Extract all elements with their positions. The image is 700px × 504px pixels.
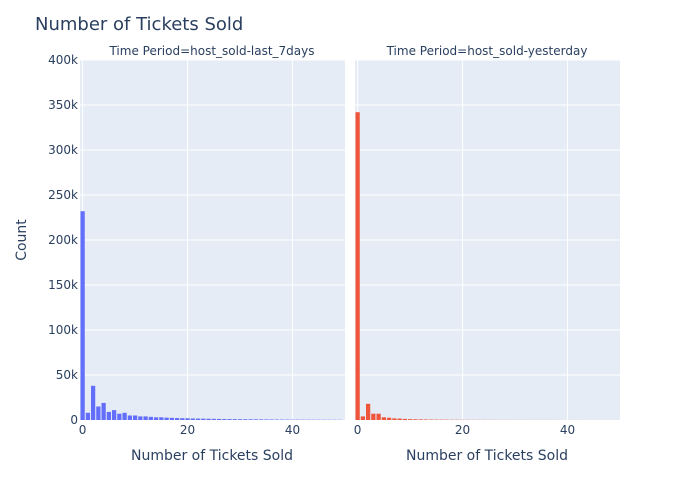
histogram-bar [96,407,100,421]
histogram-bar [366,404,370,420]
histogram-bar [185,418,189,420]
histogram-bar [138,416,142,420]
histogram-bar [180,418,184,420]
histogram-bar [222,419,226,420]
x-tick-label: 0 [79,423,87,437]
y-tick-label: 150k [48,278,78,292]
y-tick-label: 300k [48,143,78,157]
x-tick-label: 40 [560,423,575,437]
y-tick-label: 400k [48,53,78,67]
histogram-bar [112,410,116,420]
histogram-bar [91,386,95,420]
histogram-bar [356,112,360,420]
histogram-bar [248,419,252,420]
histogram-bar [238,419,242,420]
y-tick-label: 200k [48,233,78,247]
x-tick-label: 40 [285,423,300,437]
histogram-bar [269,419,273,420]
y-tick-label: 100k [48,323,78,337]
histogram-bar [164,418,168,420]
x-tick-label: 20 [180,423,195,437]
chart-title: Number of Tickets Sold [35,14,243,35]
histogram-bar [382,417,386,420]
histogram-bar [397,419,401,420]
y-tick-label: 350k [48,98,78,112]
x-axis-label-left: Number of Tickets Sold [131,448,293,464]
histogram-bar [227,419,231,420]
panel-yesterday: Time Period=host_sold-yesterday Number o… [354,44,620,464]
histogram-bar [159,417,163,420]
histogram-bar [86,413,90,420]
histogram-bar [133,416,137,421]
facet-label-last-7days: Time Period=host_sold-last_7days [108,44,314,58]
histogram-bar [254,419,258,420]
histogram-bar [387,418,391,420]
histogram-bar [170,418,174,420]
histogram-bar [408,419,412,420]
histogram-bar [206,419,210,420]
facet-label-yesterday: Time Period=host_sold-yesterday [386,44,588,58]
histogram-bar [233,419,237,420]
histogram-bar [361,416,365,420]
histogram-bar [376,414,380,420]
histogram-bar [264,419,268,420]
histogram-bar [392,418,396,420]
histogram-bar [212,419,216,420]
histogram-bar [424,419,428,420]
histogram-bar [403,419,407,420]
y-tick-label: 250k [48,188,78,202]
panel-last-7days: Time Period=host_sold-last_7days Number … [79,44,345,464]
histogram-bar [259,419,263,420]
histogram-bar [101,403,105,420]
histogram-bar [196,419,200,420]
histogram-bar [154,417,158,420]
histogram-bar [201,419,205,420]
y-axis-label: Count [14,219,30,261]
histogram-bar [81,211,85,420]
histogram-bar [413,419,417,420]
x-tick-label: 0 [354,423,362,437]
histogram-bar [191,418,195,420]
y-tick-label: 0 [70,413,78,427]
histogram-bar [217,419,221,420]
y-tick-label: 50k [56,368,78,382]
histogram-bar [128,416,132,421]
histogram-bar [243,419,247,420]
histogram-bar [149,417,153,420]
histogram-bar [143,416,147,420]
histogram-bar [175,418,179,420]
y-axis-ticks: 0 50k 100k 150k 200k 250k 300k 350k 400k [48,53,78,427]
histogram-bar [371,414,375,420]
x-axis-label-right: Number of Tickets Sold [406,448,568,464]
histogram-bar [117,414,121,420]
histogram-bar [418,419,422,420]
histogram-bar [122,413,126,420]
x-tick-label: 20 [455,423,470,437]
histogram-bar [107,412,111,420]
